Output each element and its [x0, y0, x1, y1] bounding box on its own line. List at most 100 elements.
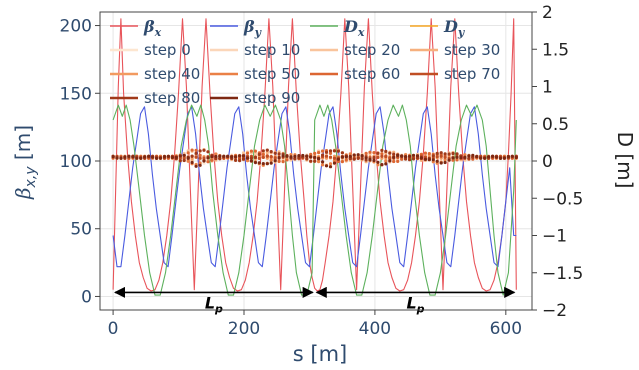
scatter-point [380, 149, 383, 152]
scatter-point [278, 152, 281, 155]
scatter-point [206, 150, 209, 153]
scatter-point [388, 156, 391, 159]
scatter-point [131, 155, 134, 158]
y-tick-label-right: −1 [542, 227, 567, 247]
scatter-point [135, 157, 138, 160]
scatter-point [400, 154, 403, 157]
scatter-point [199, 164, 202, 167]
scatter-point [278, 156, 281, 159]
scatter-point [317, 160, 320, 163]
scatter-point [436, 155, 439, 158]
scatter-point [297, 154, 300, 157]
scatter-point [412, 154, 415, 157]
scatter-point [270, 150, 273, 153]
scatter-point [440, 161, 443, 164]
scatter-point [408, 155, 411, 158]
y-tick-label-left: 50 [70, 220, 92, 240]
scatter-point [515, 156, 518, 159]
scatter-point [368, 158, 371, 161]
scatter-point [321, 153, 324, 156]
scatter-point [254, 152, 257, 155]
scatter-point [218, 155, 221, 158]
scatter-point [155, 157, 158, 160]
scatter-point [254, 150, 257, 153]
scatter-point [163, 155, 166, 158]
x-axis-label: s [m] [293, 342, 347, 366]
scatter-point [412, 157, 415, 160]
scatter-point [309, 160, 312, 163]
scatter-point [392, 156, 395, 159]
scatter-point [337, 158, 340, 161]
scatter-point [242, 154, 245, 157]
scatter-point [115, 157, 118, 160]
scatter-point [329, 165, 332, 168]
scatter-point [349, 155, 352, 158]
scatter-point [455, 152, 458, 155]
scatter-point [444, 156, 447, 159]
scatter-point [234, 155, 237, 158]
scatter-point [143, 155, 146, 158]
scatter-point [380, 163, 383, 166]
scatter-point [365, 152, 368, 155]
scatter-point [448, 159, 451, 162]
legend-label: step 0 [144, 41, 191, 59]
scatter-point [250, 159, 253, 162]
scatter-point [246, 156, 249, 159]
scatter-point [424, 152, 427, 155]
scatter-point [408, 158, 411, 161]
scatter-point [448, 153, 451, 156]
scatter-point [361, 154, 364, 157]
y-tick-label-left: 100 [60, 152, 92, 172]
scatter-point [199, 154, 202, 157]
scatter-point [234, 159, 237, 162]
scatter-point [345, 158, 348, 161]
x-tick-label: 600 [490, 319, 522, 339]
scatter-point [404, 155, 407, 158]
scatter-point [341, 156, 344, 159]
scatter-point [282, 160, 285, 163]
scatter-point [159, 156, 162, 159]
scatter-point [361, 157, 364, 160]
scatter-point [333, 162, 336, 165]
scatter-point [309, 155, 312, 158]
scatter-point [187, 160, 190, 163]
x-tick-label: 200 [228, 319, 260, 339]
y-tick-label-right: −0.5 [542, 189, 583, 209]
scatter-point [270, 155, 273, 158]
y-tick-label-right: 1.5 [542, 40, 569, 60]
scatter-point [507, 155, 510, 158]
scatter-point [325, 151, 328, 154]
scatter-point [313, 160, 316, 163]
scatter-point [127, 155, 130, 158]
y-tick-label-left: 150 [60, 84, 92, 104]
scatter-point [321, 160, 324, 163]
scatter-point [195, 149, 198, 152]
scatter-point [353, 158, 356, 161]
legend-label: step 10 [244, 41, 300, 59]
scatter-point [258, 153, 261, 156]
scatter-point [195, 152, 198, 155]
scatter-point [329, 162, 332, 165]
scatter-point [384, 159, 387, 162]
scatter-point [202, 157, 205, 160]
scatter-point [329, 149, 332, 152]
scatter-point [285, 158, 288, 161]
scatter-point [376, 161, 379, 164]
scatter-point [187, 151, 190, 154]
scatter-point [503, 156, 506, 159]
scatter-point [151, 156, 154, 159]
y-tick-label-right: 1 [542, 78, 553, 98]
scatter-point [388, 159, 391, 162]
scatter-point [285, 155, 288, 158]
scatter-point [451, 156, 454, 159]
scatter-point [191, 149, 194, 152]
scatter-point [270, 162, 273, 165]
scatter-point [451, 152, 454, 155]
y-tick-label-right: 0.5 [542, 115, 569, 135]
scatter-point [333, 157, 336, 160]
legend-label: step 40 [144, 65, 200, 83]
scatter-point [254, 161, 257, 164]
scatter-point [191, 161, 194, 164]
scatter-point [467, 154, 470, 157]
scatter-point [266, 149, 269, 152]
